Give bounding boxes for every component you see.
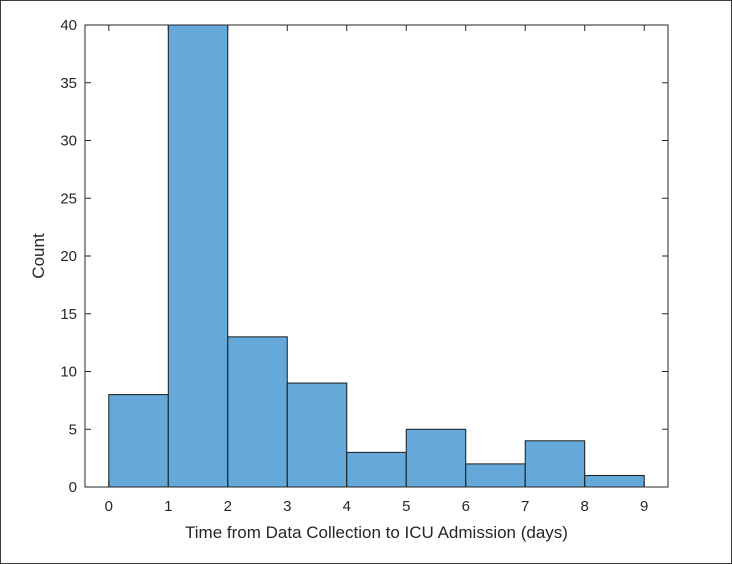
x-tick-label: 5 xyxy=(402,498,410,515)
y-axis-ticks: 0 5 10 15 20 25 30 35 40 xyxy=(60,17,668,496)
y-tick-label: 0 xyxy=(69,479,77,496)
histogram-bar xyxy=(167,24,229,488)
histogram-bar xyxy=(286,382,348,488)
y-tick-label: 25 xyxy=(60,190,77,207)
y-axis-label: Count xyxy=(29,233,48,279)
y-tick-label: 30 xyxy=(60,133,77,150)
y-tick-label: 20 xyxy=(60,248,77,265)
histogram-bar xyxy=(465,463,526,488)
histogram-bar xyxy=(524,440,586,488)
x-tick-label: 4 xyxy=(343,498,351,515)
y-tick-label: 15 xyxy=(60,306,77,323)
histogram-bar xyxy=(227,336,288,488)
x-tick-label: 1 xyxy=(164,498,172,515)
x-tick-label: 0 xyxy=(105,498,113,515)
x-tick-label: 2 xyxy=(224,498,232,515)
y-tick-label: 35 xyxy=(60,75,77,92)
histogram-bar xyxy=(584,474,645,488)
histogram-bar xyxy=(108,394,169,488)
y-tick-label: 5 xyxy=(69,421,77,438)
x-axis-ticks: 0 1 2 3 4 5 6 7 8 9 xyxy=(105,25,648,515)
x-tick-label: 6 xyxy=(462,498,470,515)
y-tick-label: 40 xyxy=(60,17,77,34)
x-tick-label: 9 xyxy=(640,498,648,515)
x-tick-label: 7 xyxy=(521,498,529,515)
histogram-bar xyxy=(405,428,467,488)
bars-group xyxy=(108,24,645,488)
x-tick-label: 8 xyxy=(581,498,589,515)
x-axis-label: Time from Data Collection to ICU Admissi… xyxy=(185,523,568,542)
x-tick-label: 3 xyxy=(283,498,291,515)
histogram-bar xyxy=(346,451,407,488)
y-tick-label: 10 xyxy=(60,364,77,381)
